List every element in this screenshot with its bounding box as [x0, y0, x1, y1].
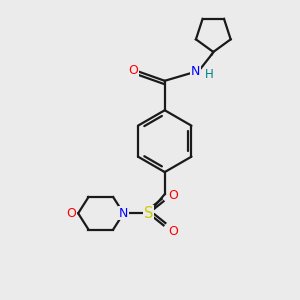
Text: O: O: [169, 189, 178, 202]
Text: O: O: [128, 64, 138, 77]
Text: H: H: [205, 68, 213, 81]
Text: S: S: [144, 206, 153, 221]
Text: N: N: [119, 207, 128, 220]
Text: O: O: [169, 225, 178, 238]
Text: O: O: [67, 207, 76, 220]
Text: N: N: [191, 65, 200, 79]
